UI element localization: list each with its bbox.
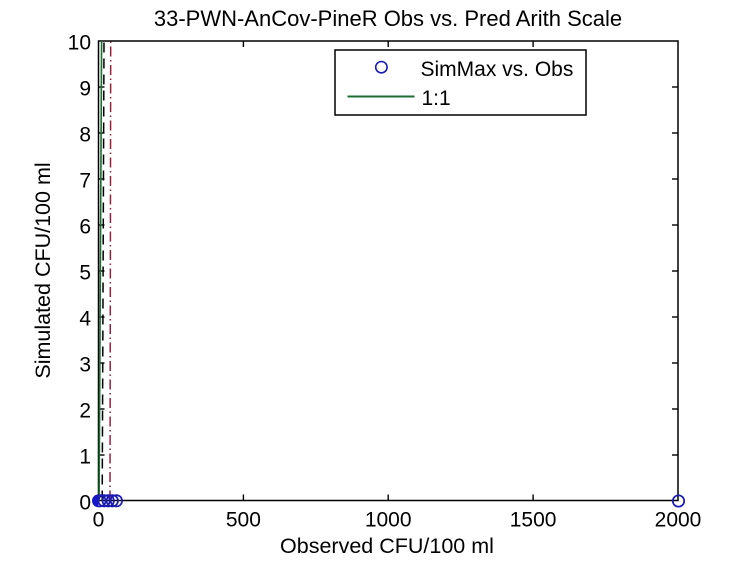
svg-text:9: 9 (79, 78, 91, 101)
svg-text:0: 0 (79, 492, 91, 515)
svg-text:4: 4 (79, 308, 91, 331)
svg-text:33-PWN-AnCov-PineR Obs vs. Pre: 33-PWN-AnCov-PineR Obs vs. Pred Arith Sc… (154, 6, 622, 31)
svg-text:1500: 1500 (510, 509, 557, 532)
svg-text:1: 1 (79, 446, 91, 469)
svg-text:SimMax vs. Obs: SimMax vs. Obs (421, 58, 574, 81)
svg-text:6: 6 (79, 216, 91, 239)
svg-text:Observed CFU/100 ml: Observed CFU/100 ml (280, 534, 494, 558)
svg-text:2: 2 (79, 400, 91, 423)
svg-text:3: 3 (79, 354, 91, 377)
svg-text:Simulated CFU/100 ml: Simulated CFU/100 ml (31, 162, 55, 378)
svg-text:5: 5 (79, 262, 91, 285)
svg-text:1:1: 1:1 (422, 87, 451, 110)
svg-text:2000: 2000 (655, 509, 702, 532)
svg-text:10: 10 (68, 32, 91, 55)
svg-text:8: 8 (79, 124, 91, 147)
svg-text:1000: 1000 (365, 509, 412, 532)
svg-text:7: 7 (79, 170, 91, 193)
svg-text:500: 500 (226, 509, 261, 532)
svg-text:0: 0 (93, 509, 105, 532)
